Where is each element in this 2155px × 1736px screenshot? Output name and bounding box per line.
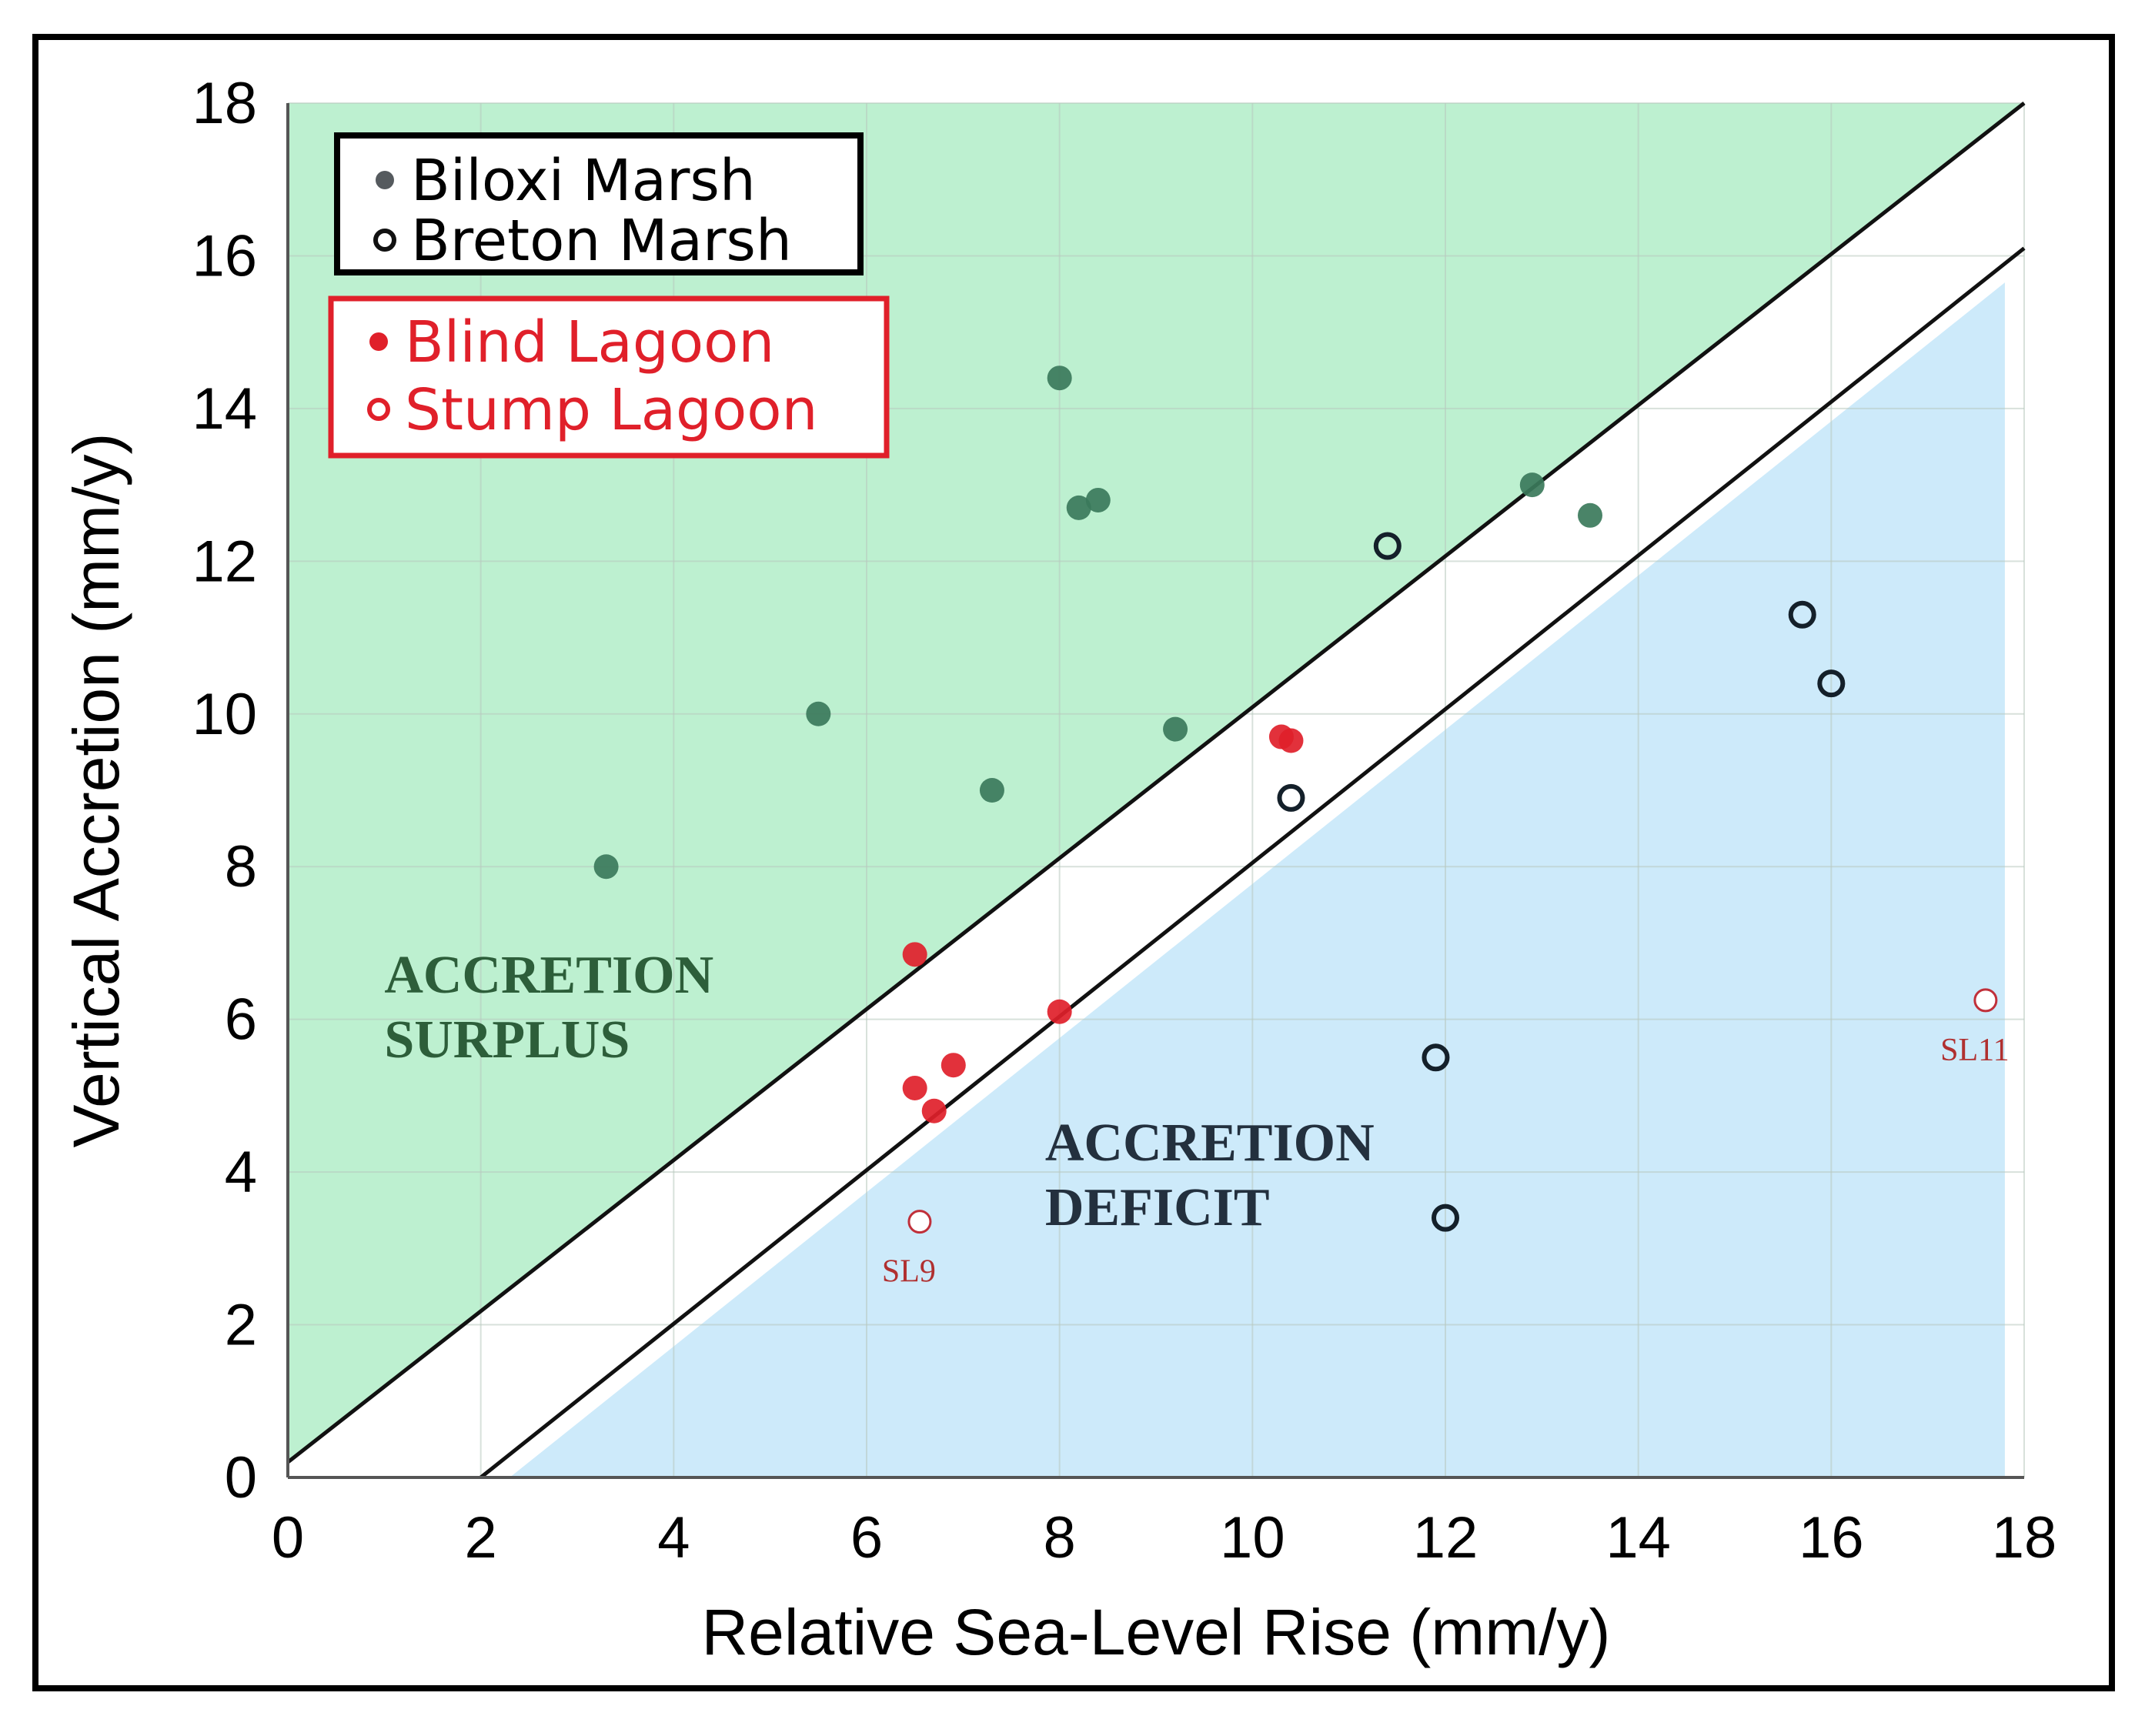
y-tick-label: 16 bbox=[192, 223, 257, 289]
x-tick-label: 18 bbox=[1992, 1505, 2057, 1571]
accretion-deficit-label-line: DEFICIT bbox=[1045, 1178, 1270, 1237]
y-tick-label: 12 bbox=[192, 529, 257, 594]
y-tick-label: 8 bbox=[225, 834, 257, 900]
legend-marker bbox=[373, 229, 396, 252]
stump-lagoon-point bbox=[1973, 988, 1998, 1013]
x-tick-label: 6 bbox=[850, 1505, 883, 1571]
accretion-scatter-chart: 0 2 4 6 8 10 12 14 16 18 0 2 4 6 8 10 12 14 16 18 Relative … bbox=[60, 71, 2057, 1668]
y-tick-label: 6 bbox=[225, 987, 257, 1053]
accretion-deficit-label: ACCRETION DEFICIT bbox=[1045, 1113, 1375, 1237]
x-tick-label: 12 bbox=[1413, 1505, 1478, 1571]
x-tick-label: 8 bbox=[1044, 1505, 1076, 1571]
point-label: SL11 bbox=[1940, 1033, 2009, 1068]
point-label: SL9 bbox=[882, 1254, 936, 1290]
x-tick-label: 2 bbox=[465, 1505, 497, 1571]
y-tick-label: 10 bbox=[192, 682, 257, 747]
chart-frame: 0 2 4 6 8 10 12 14 16 18 0 2 4 6 8 10 12 14 16 18 Relative … bbox=[32, 34, 2115, 1691]
x-tick-label: 4 bbox=[657, 1505, 690, 1571]
y-tick-label: 0 bbox=[225, 1445, 257, 1511]
legend-marker bbox=[367, 398, 390, 421]
y-tick-label: 2 bbox=[225, 1293, 257, 1358]
biloxi-marsh-point bbox=[1066, 495, 1091, 520]
legend-label: Biloxi Marsh bbox=[411, 148, 756, 214]
y-axis-title: Vertical Accretion (mm/y) bbox=[60, 433, 132, 1148]
y-tick-label: 14 bbox=[192, 376, 257, 442]
biloxi-marsh-point bbox=[1578, 502, 1602, 528]
legend-marker bbox=[376, 171, 394, 189]
stump-lagoon-point bbox=[907, 1210, 932, 1234]
blind-lagoon-point bbox=[1278, 728, 1304, 753]
x-tick-label: 14 bbox=[1605, 1505, 1671, 1571]
biloxi-marsh-point bbox=[1163, 716, 1188, 742]
blind-lagoon-point bbox=[1047, 999, 1072, 1024]
accretion-surplus-label-line: ACCRETION bbox=[384, 946, 713, 1005]
blind-lagoon-point bbox=[902, 1075, 927, 1100]
legend-box bbox=[328, 295, 890, 459]
x-tick-label: 0 bbox=[272, 1505, 304, 1571]
deficit-boundary-line bbox=[479, 246, 2026, 1479]
accretion-surplus-label: ACCRETION SURPLUS bbox=[384, 946, 713, 1070]
accretion-deficit-region bbox=[510, 282, 2005, 1477]
blind-lagoon-point bbox=[902, 942, 927, 967]
biloxi-marsh-point bbox=[1519, 472, 1545, 498]
breton-marsh-point bbox=[1432, 1204, 1459, 1232]
blind-lagoon-point bbox=[941, 1053, 966, 1078]
breton-marsh-point bbox=[1817, 669, 1846, 698]
breton-marsh-point bbox=[1277, 783, 1305, 812]
x-axis-title: Relative Sea-Level Rise (mm/y) bbox=[701, 1596, 1610, 1668]
x-tick-label: 16 bbox=[1799, 1505, 1864, 1571]
biloxi-marsh-point bbox=[1047, 366, 1072, 391]
accretion-surplus-label-line: SURPLUS bbox=[384, 1010, 630, 1070]
biloxi-marsh-point bbox=[1085, 487, 1111, 512]
y-tick-label: 18 bbox=[192, 71, 257, 136]
x-tick-label: 10 bbox=[1220, 1505, 1285, 1571]
y-tick-label: 4 bbox=[225, 1140, 257, 1205]
legend-marker bbox=[369, 332, 388, 351]
breton-marsh-point bbox=[1788, 600, 1816, 629]
legend-box bbox=[334, 132, 864, 275]
legend-label: Blind Lagoon bbox=[405, 309, 774, 376]
surplus-boundary-line bbox=[286, 102, 2026, 1464]
legend-label: Stump Lagoon bbox=[405, 377, 817, 443]
biloxi-marsh-point bbox=[979, 778, 1004, 803]
biloxi-marsh-point bbox=[806, 701, 831, 726]
breton-marsh-point bbox=[1373, 532, 1402, 560]
accretion-deficit-label-line: ACCRETION bbox=[1045, 1113, 1375, 1173]
legend-label: Breton Marsh bbox=[411, 208, 792, 274]
breton-marsh-point bbox=[1422, 1043, 1450, 1072]
blind-lagoon-point bbox=[921, 1098, 947, 1123]
biloxi-marsh-point bbox=[593, 854, 619, 880]
